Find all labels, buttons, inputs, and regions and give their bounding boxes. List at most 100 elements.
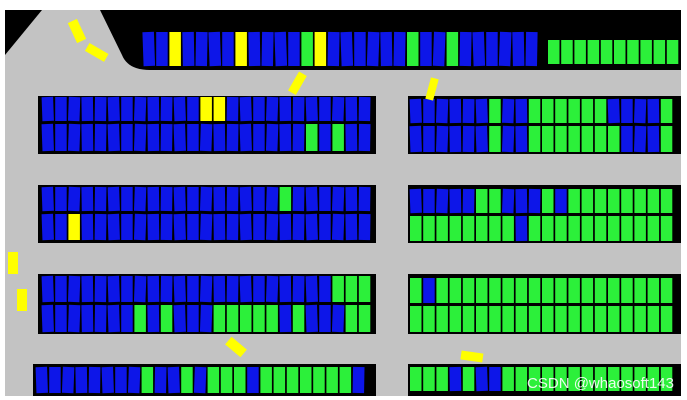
parking-slot xyxy=(160,213,173,241)
parking-slot xyxy=(594,367,607,391)
parking-slot xyxy=(107,213,120,241)
parking-slot xyxy=(436,367,448,391)
parking-slot xyxy=(121,214,133,240)
parking-slot xyxy=(81,304,94,333)
parking-slot xyxy=(55,276,67,302)
parking-slot xyxy=(581,278,594,303)
parking-slot xyxy=(67,96,81,122)
parking-slot xyxy=(435,125,449,153)
parking-slot xyxy=(647,306,660,332)
parking-slot xyxy=(459,31,472,67)
parking-slot xyxy=(279,275,292,303)
parking-slot xyxy=(226,275,239,303)
parking-slot xyxy=(41,275,54,303)
parking-slot xyxy=(160,123,173,152)
parking-slot xyxy=(332,124,344,151)
parking-slot xyxy=(542,278,554,303)
parking-slot xyxy=(502,216,514,241)
parking-slot xyxy=(55,97,67,121)
parking-slot xyxy=(67,304,81,333)
parking-slot xyxy=(286,367,299,393)
vehicle xyxy=(17,289,27,311)
parking-slot xyxy=(345,123,358,152)
parking-slot xyxy=(187,97,199,121)
parking-slot xyxy=(41,304,54,333)
parking-slot xyxy=(640,40,652,64)
watermark: CSDN @whaosoft143 xyxy=(527,375,674,392)
parking-slot xyxy=(515,98,528,124)
parking-slot xyxy=(393,31,406,67)
parking-slot xyxy=(435,188,449,214)
parking-slot xyxy=(199,123,213,152)
parking-slot xyxy=(410,216,422,241)
parking-slot xyxy=(436,306,448,332)
parking-slot xyxy=(407,32,419,66)
parking-slot xyxy=(449,306,462,332)
parking-slot xyxy=(608,367,620,391)
parking-slot xyxy=(292,96,305,122)
parking-slot xyxy=(647,367,660,391)
parking-slot xyxy=(462,306,475,332)
parking-slot xyxy=(594,278,607,303)
parking-slot xyxy=(301,32,313,66)
parking-slot xyxy=(633,98,647,124)
parking-slot xyxy=(449,188,462,214)
parking-slot xyxy=(476,216,488,241)
parking-slot xyxy=(195,31,208,67)
parking-slot xyxy=(107,186,120,212)
parking-slot xyxy=(167,366,180,394)
parking-slot xyxy=(292,275,305,303)
parking-slot xyxy=(41,186,54,212)
parking-slot xyxy=(561,40,573,64)
parking-slot xyxy=(621,306,633,332)
parking-slot xyxy=(548,40,560,64)
parking-slot xyxy=(133,213,147,241)
parking-slot xyxy=(160,186,173,212)
parking-slot xyxy=(423,99,435,123)
parking-slot xyxy=(486,32,498,66)
parking-slot xyxy=(358,96,371,122)
parking-slot xyxy=(107,275,120,303)
parking-slot xyxy=(594,216,607,241)
parking-slot xyxy=(462,216,475,241)
parking-slot xyxy=(660,216,673,241)
parking-slot xyxy=(133,96,147,122)
parking-slot xyxy=(239,275,252,303)
parking-slot xyxy=(147,213,160,241)
parking-slot xyxy=(67,275,81,303)
parking-slot xyxy=(305,96,318,122)
parking-slot xyxy=(358,213,371,241)
parking-slot xyxy=(253,214,265,240)
parking-slot xyxy=(542,126,554,152)
parking-slot xyxy=(542,367,554,391)
parking-slot xyxy=(581,126,594,152)
parking-slot xyxy=(239,96,252,122)
parking-slot xyxy=(410,278,422,303)
parking-slot xyxy=(319,214,331,240)
parking-slot xyxy=(279,304,292,333)
parking-slot xyxy=(319,276,331,302)
parking-slot xyxy=(147,123,160,152)
parking-slot xyxy=(528,306,541,332)
parking-slot xyxy=(528,216,541,241)
parking-slot xyxy=(498,31,512,67)
parking-slot xyxy=(147,186,160,212)
vehicle xyxy=(8,252,18,274)
vehicle xyxy=(460,350,484,363)
corner-area xyxy=(5,10,42,55)
parking-slot xyxy=(305,275,318,303)
parking-slot xyxy=(279,123,292,152)
parking-slot xyxy=(319,187,331,211)
parking-slot xyxy=(647,189,660,213)
parking-slot xyxy=(449,98,462,124)
parking-slot xyxy=(423,216,435,241)
parking-slot xyxy=(574,40,586,64)
parking-slot xyxy=(489,306,501,332)
parking-slot xyxy=(220,367,233,393)
parking-slot xyxy=(501,98,515,124)
parking-slot xyxy=(600,40,613,64)
parking-slot xyxy=(160,96,173,122)
parking-slot xyxy=(462,188,475,214)
parking-slot xyxy=(101,366,114,394)
parking-slot xyxy=(568,189,580,213)
